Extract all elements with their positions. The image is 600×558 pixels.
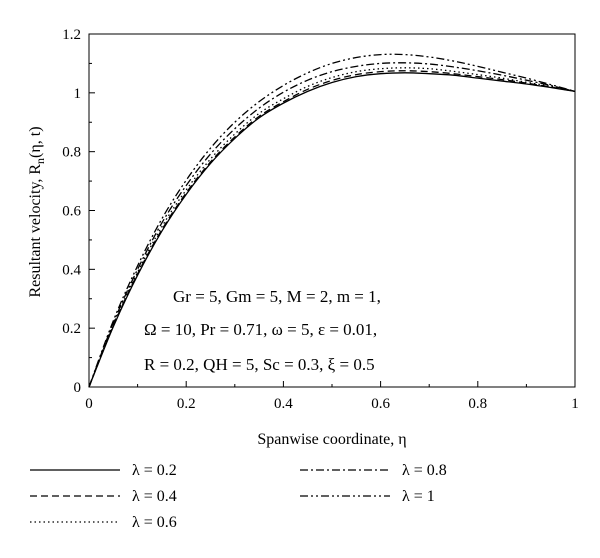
series-line-4 bbox=[88, 62, 576, 388]
series-line-3 bbox=[88, 67, 576, 388]
legend-item-4: λ = 0.8 bbox=[300, 462, 447, 479]
y-tick-label-3: 0.6 bbox=[62, 204, 81, 220]
series-line-2 bbox=[88, 70, 576, 388]
x-tick-label-1: 0.2 bbox=[177, 396, 196, 412]
y-tick-label-1: 0.2 bbox=[62, 321, 81, 337]
y-axis-label-args: (η, t) bbox=[27, 126, 44, 157]
y-tick-label-0: 0 bbox=[74, 380, 82, 396]
x-tick-label-2: 0.4 bbox=[274, 396, 293, 412]
legend-item-2: λ = 0.4 bbox=[30, 488, 177, 505]
series-line-5 bbox=[88, 53, 576, 388]
legend-label-2: λ = 0.4 bbox=[132, 488, 177, 505]
annotation-line-3: R = 0.2, QH = 5, Sc = 0.3, ξ = 0.5 bbox=[144, 355, 375, 374]
x-axis-label: Spanwise coordinate, η bbox=[257, 431, 406, 448]
x-tick-label-4: 0.8 bbox=[468, 396, 487, 412]
annotation-line-2: Ω = 10, Pr = 0.71, ω = 5, ε = 0.01, bbox=[144, 320, 377, 339]
x-tick-label-5: 1 bbox=[571, 396, 579, 412]
annotation-line-1: Gr = 5, Gm = 5, M = 2, m = 1, bbox=[173, 287, 381, 306]
y-tick-label-5: 1 bbox=[74, 86, 82, 102]
y-axis-label-subscript: n bbox=[33, 158, 47, 164]
y-tick-label-2: 0.4 bbox=[62, 262, 81, 278]
y-tick-label-4: 0.8 bbox=[62, 145, 81, 161]
x-tick-label-0: 0 bbox=[85, 396, 93, 412]
legend-item-3: λ = 0.6 bbox=[30, 514, 177, 531]
y-axis-label: Resultant velocity, Rn(η, t) bbox=[27, 126, 47, 297]
legend-label-1: λ = 0.2 bbox=[132, 462, 177, 479]
series-line-1 bbox=[88, 72, 576, 388]
parameter-annotations: Gr = 5, Gm = 5, M = 2, m = 1, Ω = 10, Pr… bbox=[144, 287, 381, 374]
legend-label-3: λ = 0.6 bbox=[132, 514, 177, 531]
x-tick-label-3: 0.6 bbox=[371, 396, 390, 412]
legend-label-4: λ = 0.8 bbox=[402, 462, 447, 479]
y-tick-label-6: 1.2 bbox=[62, 27, 81, 43]
legend-item-5: λ = 1 bbox=[300, 488, 435, 505]
legend: λ = 0.2 λ = 0.4 λ = 0.6 λ = 0.8 λ = 1 bbox=[30, 462, 447, 531]
y-axis-label-main: Resultant velocity, R bbox=[27, 164, 44, 298]
legend-label-5: λ = 1 bbox=[402, 488, 435, 505]
legend-item-1: λ = 0.2 bbox=[30, 462, 177, 479]
